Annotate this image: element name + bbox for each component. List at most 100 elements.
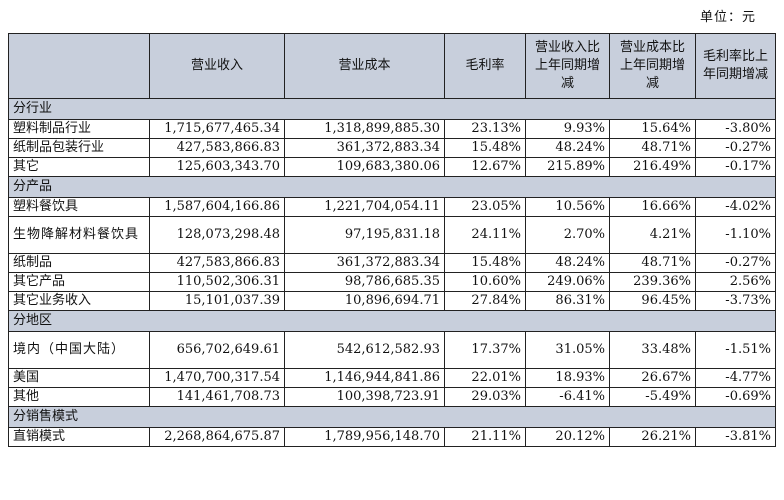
revenue-change-cell: 10.56% xyxy=(525,197,610,217)
margin-change-cell: -4.02% xyxy=(695,197,776,217)
revenue-cell: 1,470,700,317.54 xyxy=(149,368,285,388)
margin-change-cell: 2.56% xyxy=(695,272,776,292)
section-title: 分地区 xyxy=(8,310,776,332)
header-margin-change: 毛利率比上年同期增减 xyxy=(695,33,776,99)
row-name: 其它业务收入 xyxy=(8,291,150,311)
row-name: 生物降解材料餐饮具 xyxy=(8,216,150,254)
table-header-row: 营业收入 营业成本 毛利率 营业收入比上年同期增减 营业成本比上年同期增减 毛利… xyxy=(8,33,776,99)
cost-cell: 98,786,685.35 xyxy=(284,272,445,292)
margin-cell: 23.13% xyxy=(444,119,526,139)
cost-cell: 361,372,883.34 xyxy=(284,253,445,273)
revenue-cell: 110,502,306.31 xyxy=(149,272,285,292)
margin-change-cell: -0.27% xyxy=(695,138,776,158)
margin-cell: 27.84% xyxy=(444,291,526,311)
section-row: 分销售模式 xyxy=(8,406,776,428)
row-name: 塑料餐饮具 xyxy=(8,197,150,217)
table-row: 塑料制品行业 1,715,677,465.34 1,318,899,885.30 23… xyxy=(8,119,776,139)
table-row: 直销模式 2,268,864,675.87 1,789,956,148.70 21.1… xyxy=(8,427,776,447)
header-margin: 毛利率 xyxy=(444,33,526,99)
section-title: 分行业 xyxy=(8,98,776,120)
revenue-change-cell: 2.70% xyxy=(525,216,610,254)
table-row: 美国 1,470,700,317.54 1,146,944,841.86 22.01%… xyxy=(8,368,776,388)
cost-change-cell: 96.45% xyxy=(609,291,696,311)
revenue-cell: 656,702,649.61 xyxy=(149,331,285,369)
section-row: 分产品 xyxy=(8,176,776,198)
row-name: 纸制品包装行业 xyxy=(8,138,150,158)
cost-cell: 100,398,723.91 xyxy=(284,387,445,407)
revenue-change-cell: -6.41% xyxy=(525,387,610,407)
row-name: 其他 xyxy=(8,387,150,407)
revenue-cell: 2,268,864,675.87 xyxy=(149,427,285,447)
row-name: 美国 xyxy=(8,368,150,388)
margin-cell: 29.03% xyxy=(444,387,526,407)
revenue-change-cell: 249.06% xyxy=(525,272,610,292)
revenue-change-cell: 48.24% xyxy=(525,138,610,158)
margin-cell: 22.01% xyxy=(444,368,526,388)
margin-cell: 21.11% xyxy=(444,427,526,447)
cost-change-cell: 26.67% xyxy=(609,368,696,388)
cost-cell: 1,789,956,148.70 xyxy=(284,427,445,447)
margin-change-cell: -0.27% xyxy=(695,253,776,273)
table-body: 分行业 塑料制品行业 1,715,677,465.34 1,318,899,885.3… xyxy=(8,98,776,447)
cost-cell: 542,612,582.93 xyxy=(284,331,445,369)
revenue-change-cell: 9.93% xyxy=(525,119,610,139)
cost-change-cell: 216.49% xyxy=(609,157,696,177)
margin-change-cell: -0.69% xyxy=(695,387,776,407)
margin-change-cell: -3.80% xyxy=(695,119,776,139)
header-cost-change: 营业成本比上年同期增减 xyxy=(609,33,696,99)
revenue-cell: 427,583,866.83 xyxy=(149,253,285,273)
cost-cell: 1,146,944,841.86 xyxy=(284,368,445,388)
table-row: 纸制品 427,583,866.83 361,372,883.34 15.48% 48.… xyxy=(8,253,776,273)
cost-change-cell: 48.71% xyxy=(609,253,696,273)
table-row: 其它业务收入 15,101,037.39 10,896,694.71 27.84% 86… xyxy=(8,291,776,311)
table-row: 塑料餐饮具 1,587,604,166.86 1,221,704,054.11 23.… xyxy=(8,197,776,217)
margin-cell: 17.37% xyxy=(444,331,526,369)
cost-change-cell: 48.71% xyxy=(609,138,696,158)
revenue-cell: 128,073,298.48 xyxy=(149,216,285,254)
section-row: 分地区 xyxy=(8,310,776,332)
table-row: 生物降解材料餐饮具 128,073,298.48 97,195,831.18 24.1… xyxy=(8,216,776,254)
revenue-change-cell: 20.12% xyxy=(525,427,610,447)
header-cell xyxy=(8,33,150,99)
header-revenue-change: 营业收入比上年同期增减 xyxy=(525,33,610,99)
margin-change-cell: -0.17% xyxy=(695,157,776,177)
row-name: 纸制品 xyxy=(8,253,150,273)
margin-change-cell: -1.51% xyxy=(695,331,776,369)
revenue-change-cell: 48.24% xyxy=(525,253,610,273)
section-title: 分产品 xyxy=(8,176,776,198)
margin-cell: 10.60% xyxy=(444,272,526,292)
table-row: 纸制品包装行业 427,583,866.83 361,372,883.34 15.48… xyxy=(8,138,776,158)
margin-change-cell: -3.73% xyxy=(695,291,776,311)
revenue-cell: 125,603,343.70 xyxy=(149,157,285,177)
row-name: 境内（中国大陆） xyxy=(8,331,150,369)
cost-change-cell: 4.21% xyxy=(609,216,696,254)
cost-cell: 1,318,899,885.30 xyxy=(284,119,445,139)
revenue-cell: 427,583,866.83 xyxy=(149,138,285,158)
margin-cell: 24.11% xyxy=(444,216,526,254)
revenue-change-cell: 86.31% xyxy=(525,291,610,311)
cost-cell: 361,372,883.34 xyxy=(284,138,445,158)
cost-change-cell: 33.48% xyxy=(609,331,696,369)
cost-change-cell: 16.66% xyxy=(609,197,696,217)
table-row: 其它产品 110,502,306.31 98,786,685.35 10.60% 249… xyxy=(8,272,776,292)
cost-change-cell: -5.49% xyxy=(609,387,696,407)
margin-cell: 23.05% xyxy=(444,197,526,217)
cost-cell: 10,896,694.71 xyxy=(284,291,445,311)
table-row: 境内（中国大陆） 656,702,649.61 542,612,582.93 17.3… xyxy=(8,331,776,369)
revenue-change-cell: 18.93% xyxy=(525,368,610,388)
revenue-cell: 1,587,604,166.86 xyxy=(149,197,285,217)
section-title: 分销售模式 xyxy=(8,406,776,428)
revenue-cell: 1,715,677,465.34 xyxy=(149,119,285,139)
cost-cell: 97,195,831.18 xyxy=(284,216,445,254)
margin-cell: 15.48% xyxy=(444,253,526,273)
header-revenue: 营业收入 xyxy=(149,33,285,99)
revenue-cell: 15,101,037.39 xyxy=(149,291,285,311)
table-row: 其它 125,603,343.70 109,683,380.06 12.67% 215.… xyxy=(8,157,776,177)
cost-cell: 1,221,704,054.11 xyxy=(284,197,445,217)
financial-table: 营业收入 营业成本 毛利率 营业收入比上年同期增减 营业成本比上年同期增减 毛利… xyxy=(8,33,776,447)
row-name: 塑料制品行业 xyxy=(8,119,150,139)
margin-cell: 15.48% xyxy=(444,138,526,158)
revenue-change-cell: 215.89% xyxy=(525,157,610,177)
revenue-change-cell: 31.05% xyxy=(525,331,610,369)
row-name: 直销模式 xyxy=(8,427,150,447)
